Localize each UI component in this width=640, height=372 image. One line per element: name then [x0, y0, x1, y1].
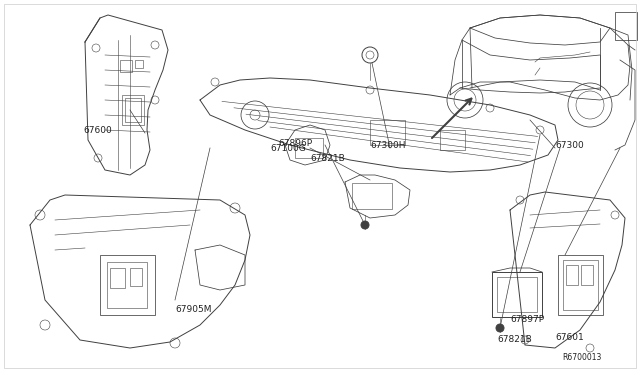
Bar	[497, 277, 537, 312]
Text: 67821B: 67821B	[310, 154, 345, 163]
Bar	[107, 262, 147, 308]
Bar	[558, 255, 603, 315]
Circle shape	[361, 221, 369, 229]
Bar	[130, 268, 142, 286]
Text: 67896P: 67896P	[278, 138, 312, 148]
Bar	[100, 255, 155, 315]
Text: 67905M: 67905M	[175, 305, 211, 314]
Circle shape	[496, 324, 504, 332]
Bar	[492, 272, 542, 317]
Bar	[295, 138, 323, 158]
Text: R6700013: R6700013	[562, 353, 602, 362]
Text: 67600: 67600	[83, 125, 112, 135]
Text: 67300H: 67300H	[370, 141, 406, 150]
Text: 67601: 67601	[555, 334, 584, 343]
Text: 67821B: 67821B	[497, 336, 532, 344]
Bar	[120, 60, 132, 72]
Bar	[352, 183, 392, 209]
Bar	[125, 98, 141, 122]
Bar	[122, 95, 144, 125]
Bar	[370, 120, 405, 145]
Bar	[110, 268, 125, 288]
Bar	[563, 260, 598, 310]
Text: 67100G: 67100G	[270, 144, 306, 153]
Bar	[615, 12, 637, 40]
Bar	[581, 265, 593, 285]
Text: 67897P: 67897P	[510, 315, 544, 324]
Text: 67300: 67300	[555, 141, 584, 150]
Bar	[440, 130, 465, 150]
Bar	[566, 265, 578, 285]
Bar	[135, 60, 143, 68]
